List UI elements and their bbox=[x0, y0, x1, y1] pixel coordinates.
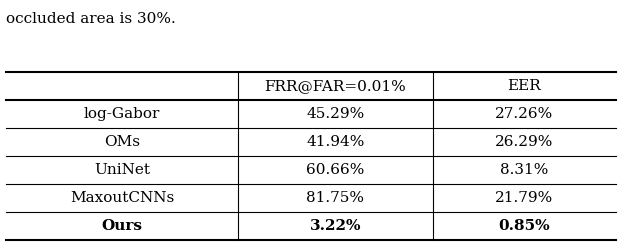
Text: Ours: Ours bbox=[101, 219, 142, 233]
Text: OMs: OMs bbox=[104, 135, 140, 149]
Text: 21.79%: 21.79% bbox=[495, 191, 554, 205]
Text: 45.29%: 45.29% bbox=[306, 107, 364, 121]
Text: 81.75%: 81.75% bbox=[307, 191, 364, 205]
Text: log-Gabor: log-Gabor bbox=[84, 107, 160, 121]
Text: 41.94%: 41.94% bbox=[306, 135, 364, 149]
Text: 8.31%: 8.31% bbox=[500, 163, 549, 177]
Text: occluded area is 30%.: occluded area is 30%. bbox=[6, 12, 176, 26]
Text: 60.66%: 60.66% bbox=[306, 163, 364, 177]
Text: UniNet: UniNet bbox=[94, 163, 150, 177]
Text: FRR@FAR=0.01%: FRR@FAR=0.01% bbox=[264, 79, 406, 93]
Text: 0.85%: 0.85% bbox=[499, 219, 550, 233]
Text: 26.29%: 26.29% bbox=[495, 135, 554, 149]
Text: EER: EER bbox=[508, 79, 541, 93]
Text: MaxoutCNNs: MaxoutCNNs bbox=[70, 191, 174, 205]
Text: 3.22%: 3.22% bbox=[310, 219, 361, 233]
Text: 27.26%: 27.26% bbox=[495, 107, 554, 121]
